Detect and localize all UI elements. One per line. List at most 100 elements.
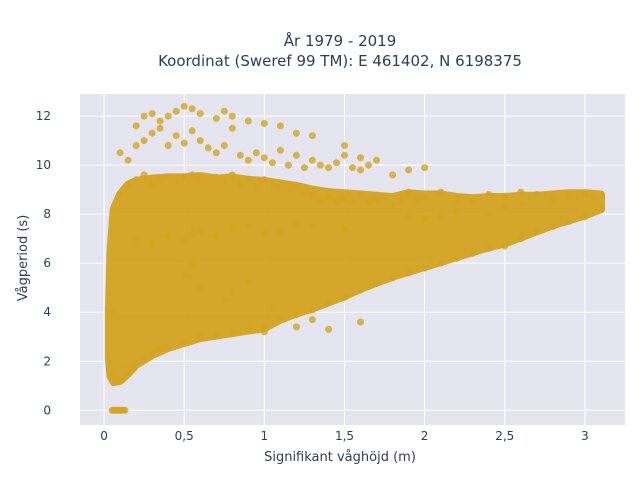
data-point [132, 235, 140, 243]
data-point [453, 254, 461, 262]
data-point [268, 159, 276, 167]
x-tick-label: 2,5 [495, 429, 514, 443]
data-point [357, 286, 364, 294]
data-point [196, 227, 204, 235]
data-point [349, 164, 356, 172]
data-point [172, 132, 180, 140]
data-point [252, 149, 260, 157]
data-point [188, 171, 196, 179]
data-point [260, 119, 268, 127]
data-point [284, 161, 292, 169]
data-point [220, 142, 228, 149]
data-point [365, 198, 372, 206]
data-point [172, 178, 180, 186]
data-point [357, 318, 364, 326]
data-point [381, 193, 389, 201]
data-point [268, 178, 276, 186]
data-point [268, 303, 276, 311]
data-point [180, 271, 188, 279]
data-point [148, 350, 156, 358]
data-point [220, 107, 228, 115]
data-point [121, 406, 129, 414]
data-point [260, 154, 268, 162]
data-point [341, 294, 348, 301]
data-point [581, 213, 589, 221]
data-point [469, 198, 477, 206]
data-point [180, 173, 188, 181]
data-point [437, 188, 445, 196]
data-point [292, 129, 300, 137]
data-point [389, 171, 397, 179]
data-point [413, 195, 421, 203]
data-point [325, 325, 332, 333]
data-point [389, 274, 397, 282]
data-point [405, 269, 413, 277]
data-point [276, 146, 284, 154]
data-point [292, 323, 300, 331]
data-point [397, 198, 405, 206]
data-point [196, 333, 204, 341]
data-point [180, 338, 188, 346]
data-point [597, 205, 605, 213]
data-point [349, 198, 356, 206]
y-tick-label: 6 [43, 256, 51, 270]
data-point [533, 191, 541, 198]
data-point [453, 208, 461, 216]
x-tick-label: 0 [100, 429, 108, 443]
data-point [228, 328, 236, 336]
data-point [252, 183, 260, 191]
data-point [357, 166, 364, 174]
data-point [156, 176, 164, 184]
data-point [228, 124, 236, 132]
data-point [108, 308, 116, 316]
data-point [244, 279, 252, 287]
data-point [485, 245, 493, 252]
data-point [365, 161, 372, 169]
data-point [212, 149, 220, 157]
data-point [565, 218, 573, 225]
data-points [105, 102, 605, 414]
data-point [469, 249, 477, 257]
data-point [148, 129, 156, 137]
data-point [164, 173, 172, 181]
data-point [325, 298, 332, 306]
data-point [325, 164, 332, 172]
data-point [119, 374, 127, 382]
data-point [260, 328, 268, 336]
data-point [140, 355, 148, 363]
data-point [228, 171, 236, 179]
data-point [341, 195, 348, 203]
y-tick-label: 2 [43, 354, 51, 368]
data-point [260, 176, 268, 184]
data-point [485, 191, 493, 198]
data-point [132, 176, 140, 184]
data-point [581, 191, 589, 198]
data-point [148, 181, 156, 189]
data-point [180, 139, 188, 147]
data-point [373, 156, 380, 164]
data-point [549, 222, 557, 230]
data-point [333, 198, 340, 206]
x-tick-labels: 0 0,5 1 1,5 2 2,5 3 [100, 429, 589, 443]
data-point [204, 144, 212, 152]
data-point [485, 210, 493, 218]
data-point [421, 264, 429, 272]
data-point [589, 193, 597, 201]
data-point [316, 161, 324, 169]
data-point [188, 127, 196, 135]
y-tick-label: 12 [36, 109, 51, 123]
y-tick-label: 0 [43, 403, 51, 417]
data-point [132, 360, 140, 368]
data-point [204, 178, 212, 186]
x-tick-label: 2 [421, 429, 429, 443]
data-point [437, 259, 445, 267]
data-point [228, 112, 236, 120]
data-point [116, 191, 124, 198]
data-point [501, 203, 509, 211]
data-point [437, 213, 445, 221]
data-point [405, 188, 413, 196]
data-point [180, 102, 188, 110]
data-point [565, 193, 573, 201]
data-point [421, 193, 429, 201]
